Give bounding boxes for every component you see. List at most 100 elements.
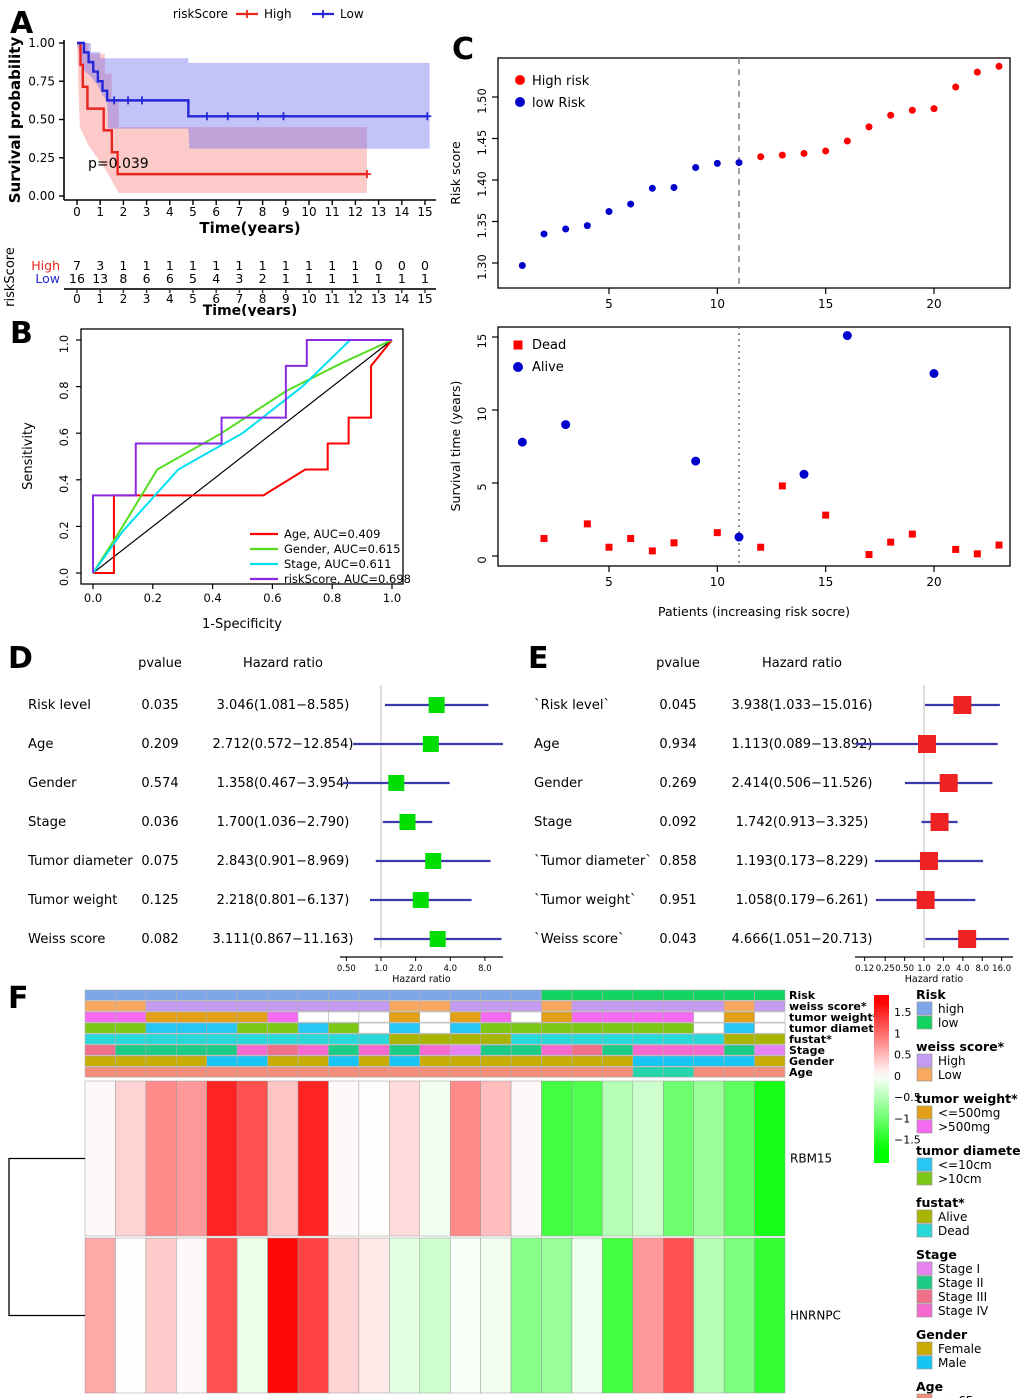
- annotation-cell: [510, 1055, 542, 1067]
- survival-point-dead: [822, 511, 830, 519]
- heatmap-cell: [632, 1237, 664, 1394]
- forest-hr-marker: [388, 775, 405, 791]
- plot-box-survival: [497, 326, 1011, 567]
- risk-score-point: [518, 261, 526, 269]
- heatmap-cell: [723, 1237, 755, 1394]
- risk-table-count: 1: [328, 271, 336, 286]
- annotation-cell: [328, 989, 360, 1001]
- risk-table-count: 1: [189, 258, 197, 273]
- x-axis-title: 1-Specificity: [202, 617, 282, 632]
- x-tick-label: 0.0: [84, 591, 102, 605]
- heatmap-cell: [328, 1080, 360, 1237]
- y-tick-label: 10: [475, 407, 489, 422]
- risk-table-count: 0: [421, 258, 429, 273]
- annotation-cell: [84, 1033, 116, 1045]
- annotation-cell: [297, 1033, 329, 1045]
- x-tick-label: 9: [282, 205, 290, 219]
- annotation-cell: [480, 1055, 512, 1067]
- survival-point-dead: [583, 520, 591, 528]
- heatmap-cell: [723, 1080, 755, 1237]
- forest-row-label: `Tumor diameter`: [534, 853, 652, 869]
- plot-box-risk: [497, 57, 1011, 289]
- annotation-cell: [419, 1033, 451, 1045]
- risk-table-row-label: High: [31, 258, 60, 273]
- forest-row-hr-text: 3.938(1.033−15.016): [732, 698, 873, 713]
- roc-curve: [93, 339, 393, 574]
- annotation-cell: [602, 1066, 634, 1078]
- heatmap-cell: [602, 1080, 634, 1237]
- risk-table-count: 1: [305, 258, 313, 273]
- annotation-cell: [389, 1033, 421, 1045]
- annotation-cell: [389, 989, 421, 1001]
- legend-entry-label: Stage III: [938, 1290, 987, 1304]
- heatmap-cell: [754, 1237, 786, 1394]
- risk-table-count: 13: [92, 271, 108, 286]
- heatmap-cell: [449, 1237, 481, 1394]
- risk-table-count: 1: [282, 258, 290, 273]
- km-legend-label-high: High: [264, 7, 292, 21]
- annotation-cell: [145, 1055, 177, 1067]
- annotation-cell: [115, 1022, 147, 1034]
- annotation-cell: [84, 1011, 116, 1023]
- annotation-cell: [632, 989, 664, 1001]
- annotation-cell: [693, 1011, 725, 1023]
- roc-curve: [92, 339, 392, 573]
- forest-row-label: Gender: [534, 776, 583, 791]
- gene-label: HNRNPC: [790, 1309, 841, 1323]
- annotation-cell: [632, 1055, 664, 1067]
- forest-row-pvalue: 0.209: [141, 737, 178, 752]
- annotation-cell: [723, 989, 755, 1001]
- censor-mark: [124, 96, 133, 105]
- y-tick-label: 0.2: [57, 521, 71, 539]
- legend-entry-label: Dead: [938, 1224, 970, 1238]
- risk-table-tick-label: 14: [394, 292, 409, 306]
- annotation-cell: [267, 1022, 299, 1034]
- annotation-cell: [267, 1055, 299, 1067]
- annotation-row-label: weiss score*: [789, 1000, 867, 1013]
- annotation-cell: [602, 989, 634, 1001]
- risk-table-axis-title: riskScore: [3, 247, 18, 307]
- annotation-cell: [510, 1000, 542, 1012]
- annotation-cell: [662, 1033, 694, 1045]
- heatmap-cell: [389, 1080, 421, 1237]
- risk-score-point: [627, 200, 635, 208]
- annotation-cell: [571, 1000, 603, 1012]
- risk-table-count: 1: [305, 271, 313, 286]
- forest-hr-marker: [930, 813, 949, 831]
- legend-label-alive: Alive: [532, 360, 564, 375]
- annotation-cell: [541, 1033, 573, 1045]
- heatmap-cell: [449, 1080, 481, 1237]
- risk-table-count: 1: [166, 258, 174, 273]
- annotation-cell: [480, 1022, 512, 1034]
- y-tick-label: 1.50: [475, 88, 489, 114]
- annotation-cell: [206, 1000, 238, 1012]
- colorbar-tick-label: 0.5: [894, 1049, 912, 1062]
- heatmap-cell: [84, 1080, 116, 1237]
- colorbar-tick-label: −1: [894, 1112, 910, 1125]
- annotation-cell: [754, 1000, 786, 1012]
- forest-axis-tick-label: 0.12: [855, 964, 874, 974]
- heatmap-cell: [754, 1080, 786, 1237]
- annotation-cell: [662, 1000, 694, 1012]
- roc-legend-label: Stage, AUC=0.611: [284, 557, 391, 571]
- legend-group-title: Stage: [916, 1247, 957, 1262]
- forest-hr-marker: [425, 853, 442, 869]
- y-tick-label: 0.75: [28, 74, 55, 88]
- colorbar-tick-label: 1.5: [894, 1006, 912, 1019]
- legend-swatch: [916, 1275, 933, 1290]
- y-tick-label: 0.4: [57, 475, 71, 493]
- forest-axis-tick-label: 4.0: [956, 964, 970, 974]
- censor-mark: [319, 10, 327, 18]
- risk-table-count: 4: [212, 271, 220, 286]
- legend-group-title: Risk: [916, 987, 946, 1002]
- annotation-cell: [419, 1044, 451, 1056]
- annotation-cell: [236, 1011, 268, 1023]
- survival-point-dead: [648, 547, 656, 555]
- risk-table-count: 1: [235, 258, 243, 273]
- annotation-cell: [449, 1055, 481, 1067]
- forest-row-hr-text: 1.193(0.173−8.229): [736, 854, 869, 869]
- annotation-cell: [115, 989, 147, 1001]
- km-legend-label-low: Low: [340, 7, 364, 21]
- risk-table-count: 1: [259, 258, 267, 273]
